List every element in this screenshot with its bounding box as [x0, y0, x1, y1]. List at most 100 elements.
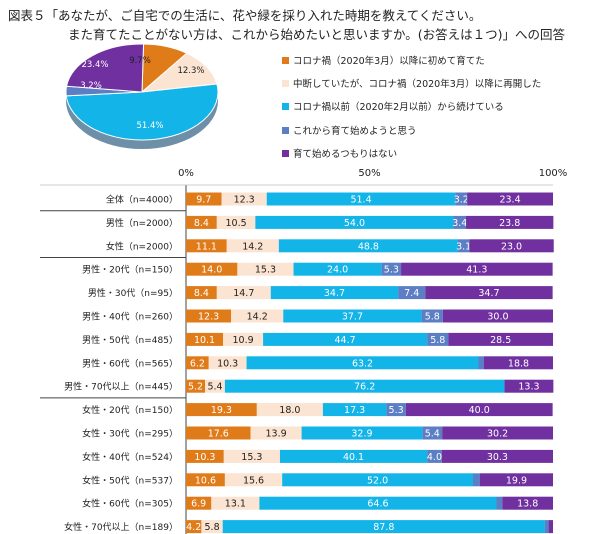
data-label: 10.3	[194, 452, 215, 463]
data-label: 14.0	[201, 265, 222, 276]
data-label: 15.6	[243, 475, 264, 486]
data-label: 10.1	[194, 335, 215, 346]
chart-title-line-2: また育てたことがない方は、これから始めたいと思いますか。(お答えは１つ)」への回…	[68, 27, 566, 42]
legend-swatch	[282, 79, 289, 87]
bar-segment	[186, 215, 217, 229]
bar-segment	[186, 286, 217, 300]
bar-segment	[246, 356, 479, 370]
pie-slice-label: 12.3%	[177, 66, 204, 76]
data-label: 12.3	[234, 195, 255, 206]
data-label: 3.1	[456, 241, 471, 252]
bar-segment	[427, 332, 449, 346]
data-label: 87.8	[373, 522, 394, 533]
legend-label: 中断していたが、コロナ禍（2020年3月）以降に再開した	[293, 79, 542, 90]
data-label: 10.9	[232, 335, 253, 346]
legend-item: これから育て始めようと思う	[282, 123, 417, 137]
bar-segment	[381, 262, 402, 276]
bar-segment	[322, 403, 387, 417]
data-label: 8.4	[194, 218, 209, 229]
data-label: 14.2	[247, 312, 268, 323]
bar-segment	[455, 192, 468, 206]
legend-swatch	[282, 56, 289, 64]
legend-item: 中断していたが、コロナ禍（2020年3月）以降に再開した	[282, 76, 541, 90]
data-label: 14.2	[242, 241, 263, 252]
bar-segment	[405, 403, 553, 417]
data-label: 37.7	[342, 312, 363, 323]
data-label: 5.8	[430, 335, 445, 346]
category-label: 男性・60代（n=565）	[82, 357, 178, 369]
data-label: 18.0	[279, 405, 300, 416]
bar-segment	[216, 215, 256, 229]
bar-segment	[496, 496, 503, 510]
category-label: 男性・30代（n=95）	[88, 287, 178, 299]
legend-item: コロナ禍（2020年3月）以降に初めて育てた	[282, 53, 485, 67]
pie-chart: 9.7% 12.3% 51.4% 3.2% 23.4%	[65, 43, 219, 149]
data-label: 40.1	[343, 452, 364, 463]
data-label: 13.8	[517, 499, 538, 510]
bar-segment	[224, 473, 283, 487]
bar-segment	[216, 286, 271, 300]
data-label: 48.8	[358, 241, 379, 252]
pie-slice	[140, 52, 218, 93]
data-label: 6.9	[191, 499, 206, 510]
data-label: 23.4	[499, 195, 520, 206]
data-label: 3.4	[452, 218, 467, 229]
data-label: 10.5	[226, 218, 247, 229]
bar-segment	[211, 496, 260, 510]
pie-slice	[65, 43, 145, 93]
bar-segment	[250, 426, 302, 440]
data-label: 13.9	[266, 429, 287, 440]
bar-segment	[278, 239, 458, 253]
data-label: 28.5	[490, 335, 511, 346]
category-label: 女性・30代（n=295）	[82, 428, 178, 440]
bar-segment	[255, 215, 454, 229]
data-label: 5.4	[207, 382, 222, 393]
data-label: 12.3	[198, 312, 219, 323]
data-label: 18.8	[508, 358, 529, 369]
pie-slice-label: 51.4%	[136, 121, 163, 131]
category-label: 女性・50代（n=537）	[82, 474, 178, 486]
data-label: 5.8	[425, 312, 440, 323]
data-label: 64.6	[367, 499, 388, 510]
legend-label: コロナ禍（2020年3月）以降に初めて育てた	[293, 56, 485, 67]
bar-segment	[421, 309, 443, 323]
data-label: 9.7	[196, 195, 211, 206]
data-label: 30.2	[487, 429, 508, 440]
pie-slice-label: 23.4%	[81, 60, 108, 70]
category-label: 女性（n=2000）	[106, 240, 178, 252]
bar-segment	[208, 356, 247, 370]
bar-segment	[256, 403, 323, 417]
chart-title-line-1: 図表５「あなたが、ご自宅での生活に、花や緑を採り入れた時期を教えてください。	[8, 8, 482, 23]
bar-segment	[186, 473, 225, 487]
bar-segment	[448, 332, 553, 346]
bar-segment	[478, 356, 485, 370]
category-label: 男性・70代以上（n=445）	[64, 381, 178, 393]
data-label: 34.7	[478, 288, 499, 299]
data-label: 15.3	[241, 452, 262, 463]
bar-segment	[226, 239, 279, 253]
bar-segment	[466, 215, 554, 229]
bar-segment	[401, 262, 553, 276]
data-label: 5.2	[188, 382, 203, 393]
bar-segment	[186, 520, 202, 534]
data-label: 52.0	[367, 475, 388, 486]
bar-segment	[484, 356, 553, 370]
bar-segment	[186, 192, 222, 206]
bar-segment	[205, 379, 225, 393]
bar-segment	[237, 262, 294, 276]
x-tick-label: 50%	[358, 168, 380, 179]
category-label: 女性・70代以上（n=189）	[64, 521, 178, 533]
bar-segment	[467, 192, 553, 206]
category-label: 男性・20代（n=150）	[82, 264, 178, 276]
data-label: 76.2	[354, 382, 375, 393]
data-label: 17.3	[344, 405, 365, 416]
bar-segment	[301, 426, 423, 440]
bar-segment	[453, 215, 467, 229]
data-label: 24.0	[327, 265, 348, 276]
legend-item: 育て始めるつもりはない	[282, 146, 397, 160]
bar-segment	[186, 239, 227, 253]
legend-swatch	[282, 102, 289, 110]
legend-swatch	[282, 149, 289, 157]
bar-segment	[442, 309, 553, 323]
category-label: 全体（n=4000）	[106, 194, 178, 206]
